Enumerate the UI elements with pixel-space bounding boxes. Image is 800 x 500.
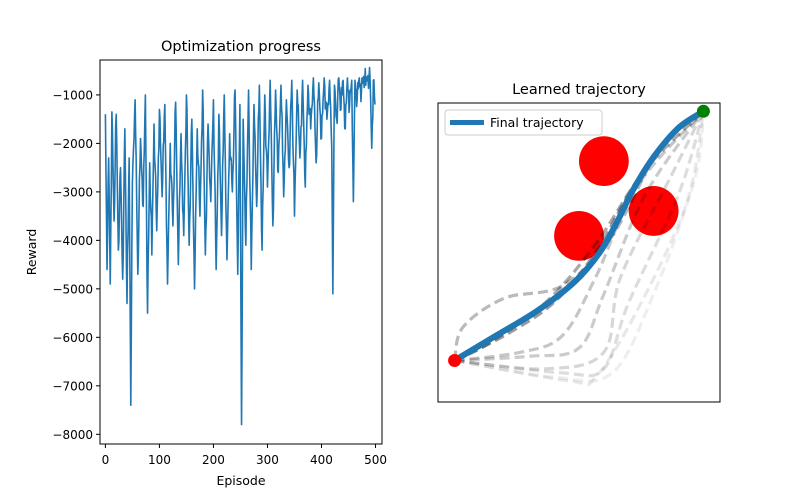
obstacle-circle — [554, 210, 604, 261]
candidate-trajectory-line — [454, 110, 705, 363]
goal-marker — [696, 104, 710, 118]
left-x-ticks: 0 100 200 300 400 500 — [102, 444, 387, 467]
right-axes-frame — [437, 102, 721, 403]
optimization-progress-chart: Optimization progress 0 100 200 300 400 500 −… — [24, 39, 387, 488]
y-tick-label: −5000 — [52, 282, 93, 296]
left-chart-title: Optimization progress — [161, 39, 321, 55]
x-tick-label: 500 — [364, 453, 387, 467]
right-chart-title: Learned trajectory — [512, 82, 646, 98]
reward-series-group — [104, 66, 376, 426]
legend-label-final-trajectory: Final trajectory — [490, 115, 584, 130]
learned-trajectory-chart: Learned trajectory Final trajectory — [437, 82, 721, 403]
y-tick-label: −6000 — [52, 331, 93, 345]
left-x-axis-label: Episode — [216, 473, 265, 488]
x-tick-label: 0 — [102, 453, 110, 467]
candidate-trajectory-line — [454, 111, 705, 387]
x-tick-label: 100 — [148, 453, 171, 467]
y-tick-label: −7000 — [52, 379, 93, 393]
obstacle-circle — [579, 136, 629, 187]
y-tick-label: −4000 — [52, 234, 93, 248]
reward-series-line — [104, 66, 376, 426]
obstacle-circle — [628, 186, 679, 236]
y-tick-label: −3000 — [52, 185, 93, 199]
left-y-axis-label: Reward — [24, 229, 39, 276]
y-tick-label: −1000 — [52, 88, 93, 102]
legend-box — [444, 109, 603, 136]
candidate-trajectory-line — [454, 110, 705, 378]
legend: Final trajectory — [444, 109, 603, 136]
endpoint-markers-group — [448, 104, 710, 367]
x-tick-label: 400 — [310, 453, 333, 467]
final-trajectory-line — [451, 108, 707, 364]
start-marker — [448, 353, 462, 367]
x-tick-label: 200 — [202, 453, 225, 467]
left-axes-frame — [99, 59, 383, 445]
y-tick-label: −8000 — [52, 428, 93, 442]
x-tick-label: 300 — [256, 453, 279, 467]
obstacles-group — [554, 136, 679, 261]
candidate-trajectory-line — [454, 110, 705, 363]
y-tick-label: −2000 — [52, 137, 93, 151]
candidate-trajectory-line — [454, 110, 705, 371]
left-y-ticks: −8000 −7000 −6000 −5000 −4000 −3000 −2000 −1000 — [52, 88, 100, 442]
final-trajectory-group — [451, 108, 707, 364]
